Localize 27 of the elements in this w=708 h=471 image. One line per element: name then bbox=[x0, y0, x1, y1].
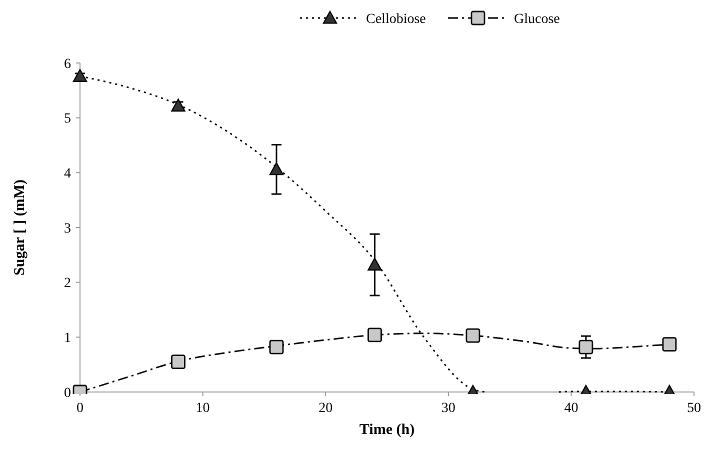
point bbox=[72, 69, 88, 82]
y-tick-label: 0 bbox=[64, 386, 71, 401]
y-tick-label: 6 bbox=[64, 56, 71, 72]
x-tick-label: 30 bbox=[441, 401, 456, 416]
y-tick-label: 1 bbox=[64, 331, 71, 346]
legend-label: Glucose bbox=[514, 12, 560, 27]
point bbox=[368, 328, 382, 342]
point bbox=[269, 162, 284, 176]
x-tick-label: 0 bbox=[76, 401, 84, 416]
point bbox=[171, 98, 186, 112]
y-tick-label: 5 bbox=[64, 112, 71, 127]
point bbox=[466, 328, 480, 343]
point bbox=[368, 258, 382, 271]
point bbox=[578, 340, 594, 354]
point bbox=[171, 354, 186, 370]
y-axis-title: Sugar [ ] (mM) bbox=[12, 180, 28, 276]
y-tick-label: 3 bbox=[64, 221, 71, 236]
x-tick-label: 10 bbox=[196, 401, 210, 416]
x-axis-title: Time (h) bbox=[359, 422, 415, 438]
point bbox=[662, 337, 677, 352]
point bbox=[269, 340, 284, 354]
y-tick-label: 2 bbox=[64, 276, 71, 292]
x-tick-label: 40 bbox=[564, 401, 578, 416]
x-tick-label: 50 bbox=[687, 401, 701, 416]
y-tick-label: 4 bbox=[64, 166, 71, 182]
legend-label: Cellobiose bbox=[366, 12, 426, 27]
x-tick-label: 20 bbox=[318, 401, 333, 416]
